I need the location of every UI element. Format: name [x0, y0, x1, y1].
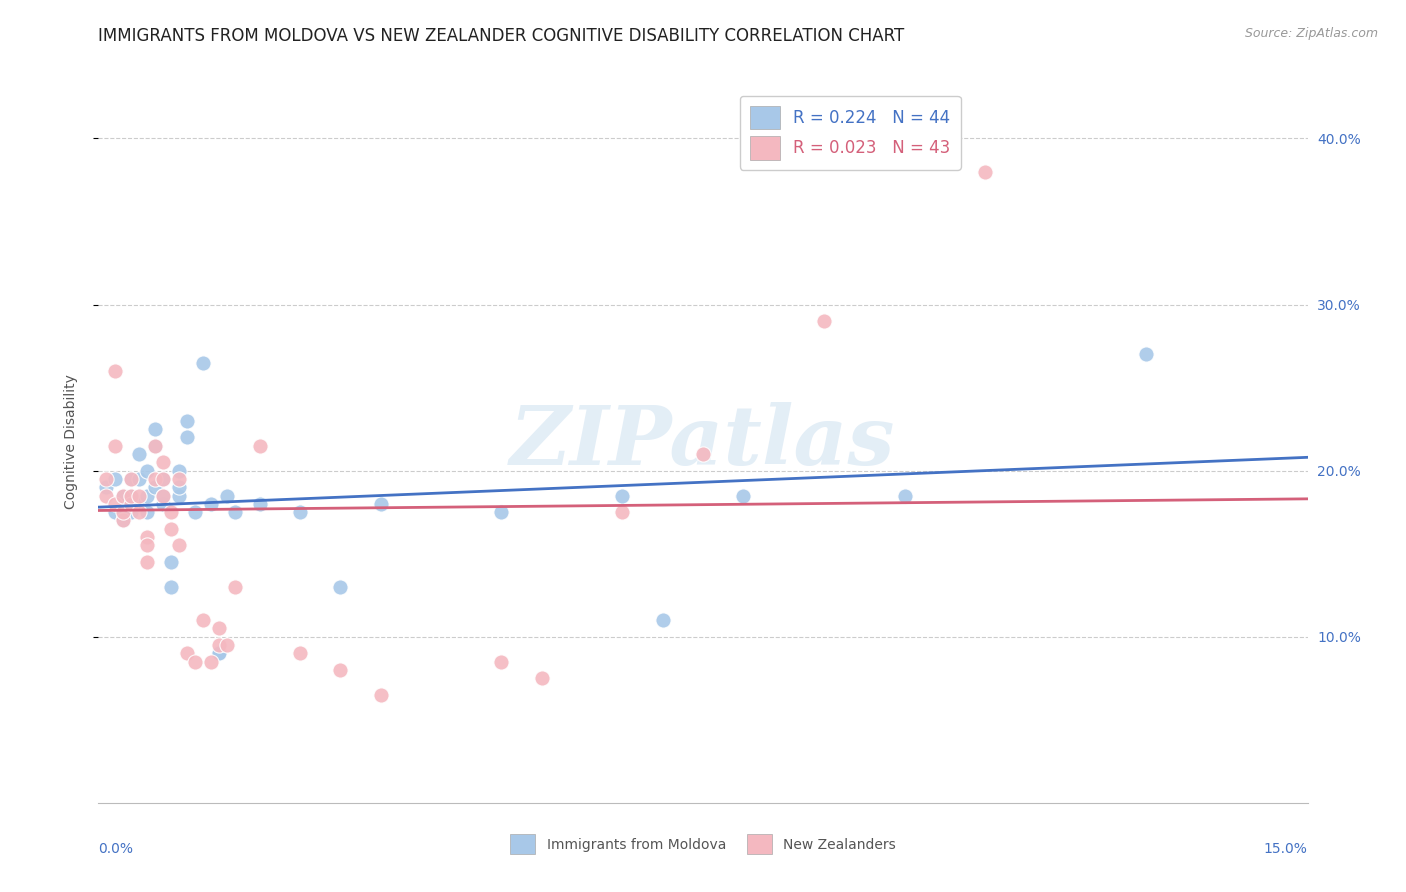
Point [128, 472, 150, 486]
Text: ZIPatlas: ZIPatlas [510, 401, 896, 482]
Point [167, 472, 190, 486]
Point [128, 505, 150, 519]
Point [224, 505, 246, 519]
Point [143, 439, 166, 453]
Point [120, 497, 142, 511]
Point [200, 497, 222, 511]
Point [249, 439, 271, 453]
Point [128, 497, 150, 511]
Text: 15.0%: 15.0% [1264, 842, 1308, 855]
Text: Source: ZipAtlas.com: Source: ZipAtlas.com [1244, 27, 1378, 40]
Point [103, 439, 125, 453]
Point [813, 314, 835, 328]
Point [692, 447, 714, 461]
Point [208, 638, 231, 652]
Point [143, 422, 166, 436]
Point [143, 439, 166, 453]
Point [208, 646, 231, 660]
Point [167, 489, 190, 503]
Point [167, 464, 190, 478]
Y-axis label: Cognitive Disability: Cognitive Disability [63, 374, 77, 509]
Point [193, 356, 215, 370]
Point [96, 480, 118, 494]
Point [249, 497, 271, 511]
Point [103, 472, 125, 486]
Point [193, 613, 215, 627]
Point [200, 655, 222, 669]
Point [184, 655, 207, 669]
Point [120, 472, 142, 486]
Point [135, 464, 157, 478]
Point [733, 489, 755, 503]
Point [329, 580, 352, 594]
Point [224, 580, 246, 594]
Point [135, 555, 157, 569]
Point [111, 489, 134, 503]
Point [491, 655, 513, 669]
Point [96, 489, 118, 503]
Point [530, 671, 553, 685]
Point [167, 538, 190, 552]
Point [160, 555, 183, 569]
Point [120, 489, 142, 503]
Point [96, 472, 118, 486]
Point [612, 505, 634, 519]
Point [135, 538, 157, 552]
Point [135, 530, 157, 544]
Point [160, 505, 183, 519]
Point [370, 497, 392, 511]
Point [184, 505, 207, 519]
Point [176, 414, 198, 428]
Point [103, 497, 125, 511]
Point [103, 364, 125, 378]
Point [893, 489, 915, 503]
Point [152, 455, 174, 469]
Point [651, 613, 673, 627]
Point [176, 430, 198, 444]
Point [612, 489, 634, 503]
Point [208, 621, 231, 635]
Text: 0.0%: 0.0% [98, 842, 134, 855]
Point [491, 505, 513, 519]
Point [120, 505, 142, 519]
Point [103, 505, 125, 519]
Point [111, 513, 134, 527]
Point [128, 489, 150, 503]
Point [152, 472, 174, 486]
Point [135, 489, 157, 503]
Point [143, 480, 166, 494]
Point [217, 489, 239, 503]
Point [111, 505, 134, 519]
Point [111, 489, 134, 503]
Point [217, 638, 239, 652]
Point [120, 472, 142, 486]
Legend: Immigrants from Moldova, New Zealanders: Immigrants from Moldova, New Zealanders [503, 828, 903, 861]
Point [143, 472, 166, 486]
Point [208, 646, 231, 660]
Point [329, 663, 352, 677]
Point [288, 646, 311, 660]
Point [288, 505, 311, 519]
Point [974, 164, 997, 178]
Point [152, 489, 174, 503]
Point [128, 447, 150, 461]
Point [111, 513, 134, 527]
Point [176, 646, 198, 660]
Point [152, 472, 174, 486]
Text: IMMIGRANTS FROM MOLDOVA VS NEW ZEALANDER COGNITIVE DISABILITY CORRELATION CHART: IMMIGRANTS FROM MOLDOVA VS NEW ZEALANDER… [98, 27, 904, 45]
Point [370, 688, 392, 702]
Point [152, 489, 174, 503]
Point [1135, 347, 1157, 361]
Point [160, 522, 183, 536]
Point [167, 480, 190, 494]
Point [120, 489, 142, 503]
Point [135, 505, 157, 519]
Point [152, 497, 174, 511]
Point [160, 580, 183, 594]
